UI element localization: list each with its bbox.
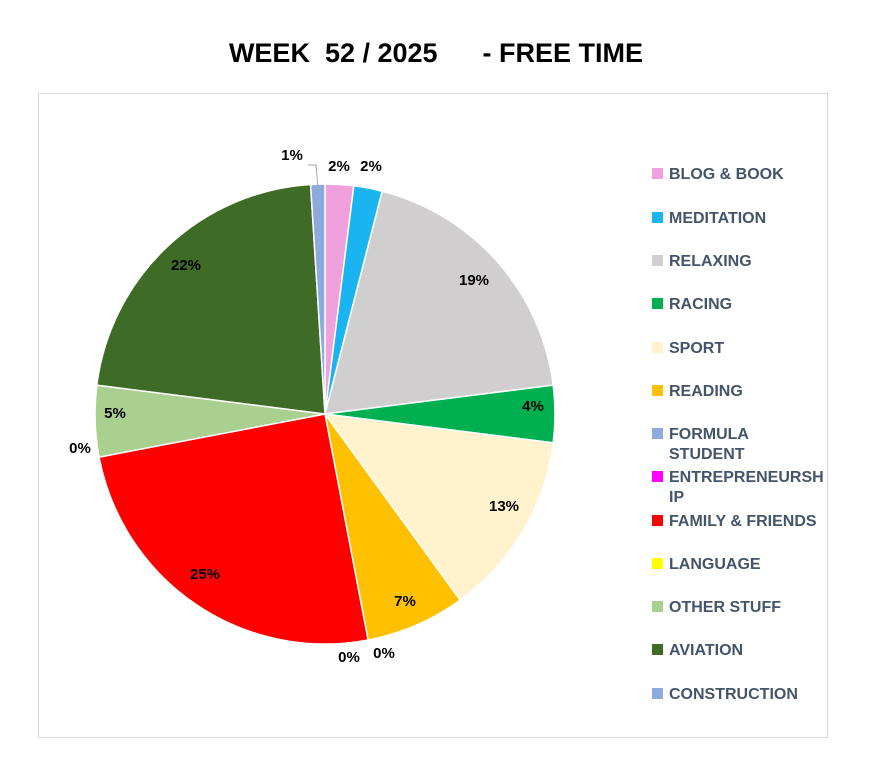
legend-item-language: LANGUAGE (652, 556, 761, 573)
data-label-meditation: 2% (360, 158, 382, 175)
legend-swatch-aviation (652, 644, 663, 655)
data-label-entrepreneurship: 0% (338, 649, 360, 666)
chart-title: WEEK 52 / 2025 - FREE TIME (228, 38, 644, 68)
legend: BLOG & BOOK MEDITATION RELAXING RACING SPORT… (652, 166, 824, 703)
data-label-racing: 4% (522, 398, 544, 415)
legend-label-relaxing: RELAXING (669, 253, 752, 270)
data-label-relaxing: 19% (459, 272, 489, 289)
legend-item-sport: SPORT (652, 340, 724, 357)
slice-sport (323, 413, 555, 602)
legend-label-language: LANGUAGE (669, 556, 761, 573)
data-label-sport: 13% (489, 498, 519, 515)
legend-label-other-stuff: OTHER STUFF (669, 599, 781, 616)
data-label-language: 0% (69, 440, 91, 457)
chart-area (38, 93, 828, 738)
slice-reading (324, 413, 462, 641)
legend-item-blog-and-book: BLOG & BOOK (652, 166, 784, 183)
legend-item-reading: READING (652, 383, 743, 400)
data-label-reading: 7% (394, 593, 416, 610)
data-label-construction: 1% (281, 147, 303, 164)
slice-aviation (95, 183, 326, 415)
legend-swatch-reading (652, 385, 663, 396)
legend-label-construction: CONSTRUCTION (669, 686, 798, 703)
legend-swatch-formula-student (652, 428, 663, 439)
legend-swatch-language (652, 558, 663, 569)
legend-swatch-family-and-friends (652, 515, 663, 526)
legend-label-entrepreneurship: ENTREPRENEURSH (669, 469, 824, 486)
legend-label-formula-student: FORMULA (669, 426, 749, 443)
data-label-formula-student: 0% (373, 645, 395, 662)
legend-label-entrepreneurship-line2: IP (669, 489, 684, 506)
slice-relaxing (323, 190, 555, 415)
legend-item-construction: CONSTRUCTION (652, 686, 798, 703)
legend-swatch-blog-and-book (652, 168, 663, 179)
legend-label-sport: SPORT (669, 340, 724, 357)
legend-swatch-relaxing (652, 255, 663, 266)
legend-label-reading: READING (669, 383, 743, 400)
legend-label-racing: RACING (669, 296, 732, 313)
legend-swatch-other-stuff (652, 601, 663, 612)
legend-label-family-and-friends: FAMILY & FRIENDS (669, 513, 817, 530)
data-label-aviation: 22% (171, 257, 201, 274)
legend-item-entrepreneurship: ENTREPRENEURSH IP (652, 469, 824, 506)
legend-label-formula-student-line2: STUDENT (669, 446, 745, 463)
legend-swatch-construction (652, 688, 663, 699)
legend-item-meditation: MEDITATION (652, 210, 766, 227)
legend-swatch-meditation (652, 212, 663, 223)
pie-slices (94, 183, 556, 645)
slice-family-and-friends (98, 413, 369, 645)
legend-item-racing: RACING (652, 296, 732, 313)
data-label-family-and-friends: 25% (190, 566, 220, 583)
legend-item-relaxing: RELAXING (652, 253, 752, 270)
legend-item-family-and-friends: FAMILY & FRIENDS (652, 513, 817, 530)
data-labels: 2% 2% 19% 4% 13% 7% 0% 0% 25% 0% 5% 22% 1% (69, 147, 544, 666)
leader-lines (308, 164, 319, 189)
leader-line-construction (308, 164, 319, 189)
data-label-other-stuff: 5% (104, 405, 126, 422)
legend-label-meditation: MEDITATION (669, 210, 766, 227)
legend-swatch-sport (652, 342, 663, 353)
legend-item-formula-student: FORMULA STUDENT (652, 426, 749, 463)
legend-label-blog-and-book: BLOG & BOOK (669, 166, 784, 183)
data-label-blog-and-book: 2% (328, 158, 350, 175)
legend-item-other-stuff: OTHER STUFF (652, 599, 781, 616)
legend-swatch-racing (652, 298, 663, 309)
legend-label-aviation: AVIATION (669, 642, 743, 659)
legend-item-aviation: AVIATION (652, 642, 743, 659)
legend-swatch-entrepreneurship (652, 471, 663, 482)
